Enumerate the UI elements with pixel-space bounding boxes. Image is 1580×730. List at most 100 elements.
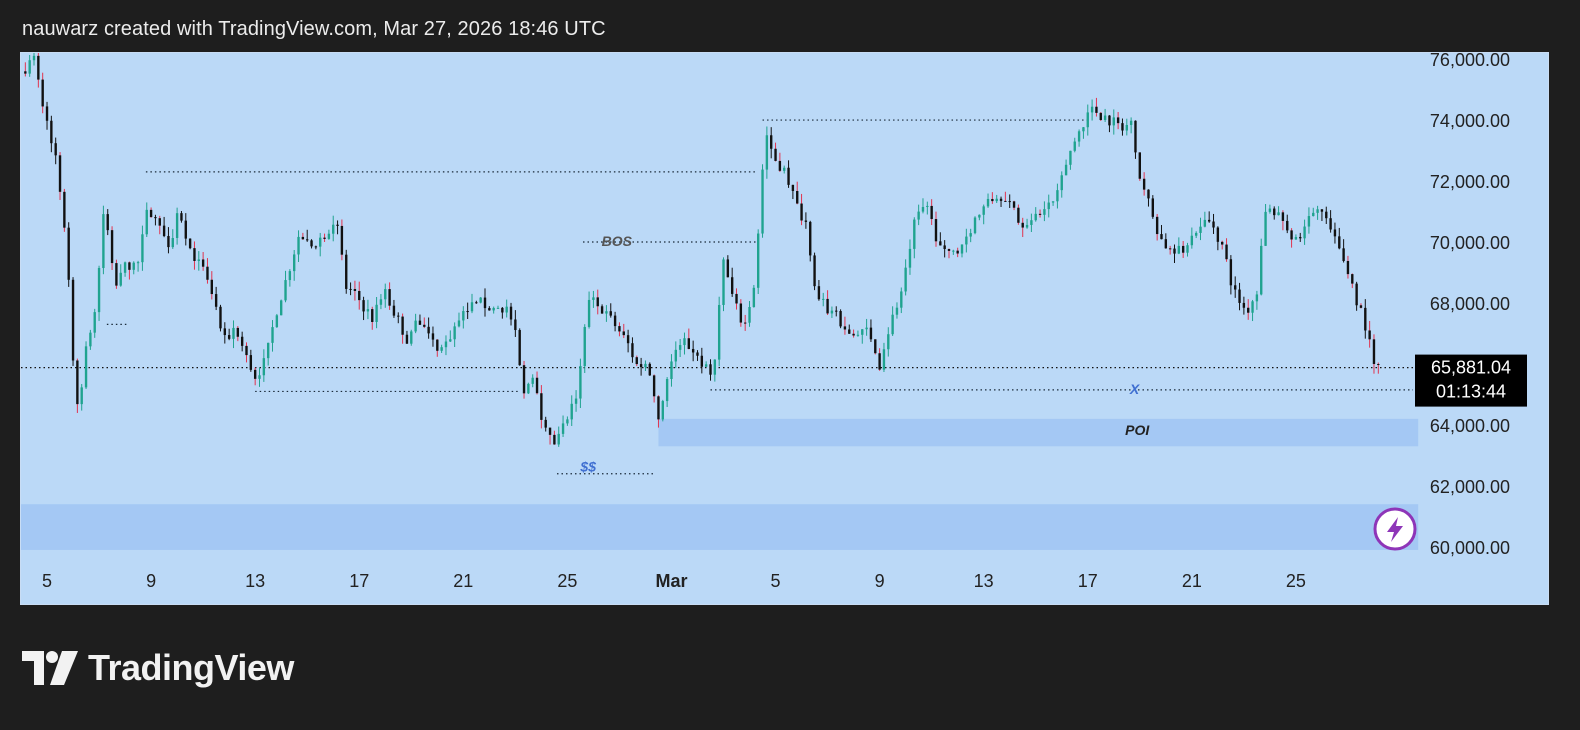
candle-up	[449, 339, 452, 342]
candle-down	[874, 339, 877, 354]
candle-down	[50, 120, 53, 144]
candle-up	[913, 219, 916, 249]
candle-down	[743, 322, 747, 324]
candle-up	[752, 287, 756, 308]
candle-down	[345, 254, 348, 289]
candle-up	[678, 345, 682, 350]
candle-down	[1238, 289, 1241, 303]
candle-down	[700, 355, 704, 367]
candle-down	[392, 305, 396, 316]
countdown-timer: 01:13:44	[1436, 382, 1506, 402]
candle-up	[1125, 124, 1128, 131]
candle-down	[1234, 285, 1237, 290]
candle-down	[635, 357, 638, 365]
candle-up	[145, 209, 148, 235]
candle-up	[275, 315, 279, 328]
candle-up	[1312, 212, 1315, 217]
candle-up	[783, 167, 786, 171]
candle-down	[991, 198, 994, 202]
candle-up	[674, 349, 677, 362]
candle-down	[618, 326, 621, 332]
candle-down	[726, 259, 730, 278]
candle-down	[214, 294, 218, 307]
candle-down	[488, 308, 491, 311]
candle-down	[249, 355, 253, 370]
candle-up	[123, 262, 127, 273]
candle-up	[952, 250, 955, 252]
candle-up	[414, 320, 417, 332]
candle-down	[128, 262, 131, 270]
candle-up	[865, 327, 868, 330]
candle-up	[384, 289, 387, 300]
y-tick-label: 60,000.00	[1430, 538, 1510, 558]
candle-down	[405, 334, 409, 344]
candle-down	[553, 434, 556, 445]
x-tick-label: 21	[453, 571, 473, 591]
candlestick-chart[interactable]: BOS $$ X POI 76,000.00 74,000.00 72,000.00 70,0…	[21, 53, 1548, 604]
y-tick-label: 74,000.00	[1430, 111, 1510, 131]
candle-down	[657, 396, 660, 420]
candle-up	[561, 423, 565, 434]
candle-up	[1051, 201, 1055, 203]
candle-up	[605, 311, 608, 314]
candle-down	[817, 286, 821, 300]
candle-down	[336, 224, 339, 226]
candle-up	[375, 304, 378, 322]
candle-up	[1103, 115, 1107, 120]
candle-up	[119, 272, 122, 286]
candle-down	[180, 213, 183, 221]
candle-up	[995, 198, 998, 202]
candle-down	[466, 311, 469, 313]
candle-down	[362, 300, 365, 312]
candle-up	[891, 314, 894, 335]
candle-down	[934, 219, 938, 242]
candle-up	[97, 268, 101, 313]
candle-up	[574, 398, 578, 404]
candle-up	[683, 338, 686, 346]
candle-up	[1199, 226, 1202, 233]
candle-up	[197, 259, 200, 261]
candle-up	[89, 332, 92, 347]
candle-down	[1377, 364, 1380, 366]
candle-down	[522, 365, 526, 394]
candle-down	[193, 248, 196, 261]
x-tick-label: 17	[349, 571, 369, 591]
candle-down	[1008, 201, 1011, 203]
candle-down	[839, 311, 842, 327]
candle-down	[956, 250, 959, 254]
candle-down	[770, 135, 773, 149]
x-tick-label: 17	[1078, 571, 1098, 591]
x-tick-label: 25	[557, 571, 577, 591]
chart-frame[interactable]: BOS $$ X POI 76,000.00 74,000.00 72,000.00 70,0…	[20, 52, 1549, 605]
candle-down	[804, 220, 808, 222]
candle-up	[587, 299, 591, 327]
y-tick-label: 70,000.00	[1430, 233, 1510, 253]
candle-up	[293, 254, 296, 272]
candle-down	[1155, 216, 1159, 235]
candle-down	[930, 205, 933, 220]
candle-down	[1181, 245, 1185, 253]
candle-down	[418, 320, 422, 325]
candle-up	[28, 60, 31, 74]
candle-down	[613, 315, 617, 327]
annotation-x: X	[1129, 381, 1141, 397]
candle-up	[1025, 224, 1029, 228]
candle-down	[778, 160, 782, 171]
candle-down	[436, 339, 439, 351]
candle-down	[939, 241, 942, 246]
candle-down	[37, 55, 40, 80]
candle-up	[1034, 213, 1037, 221]
candle-down	[501, 307, 504, 313]
lightning-icon[interactable]	[1373, 507, 1417, 551]
y-tick-label: 72,000.00	[1430, 172, 1510, 192]
candle-up	[917, 211, 920, 220]
candle-down	[1242, 302, 1246, 308]
candle-down	[999, 198, 1003, 201]
candle-up	[1069, 150, 1072, 165]
candle-down	[475, 302, 478, 304]
candle-down	[1142, 178, 1146, 190]
candle-up	[579, 366, 582, 399]
candle-up	[583, 326, 586, 367]
candle-down	[1281, 212, 1285, 221]
candle-up	[1056, 190, 1059, 202]
